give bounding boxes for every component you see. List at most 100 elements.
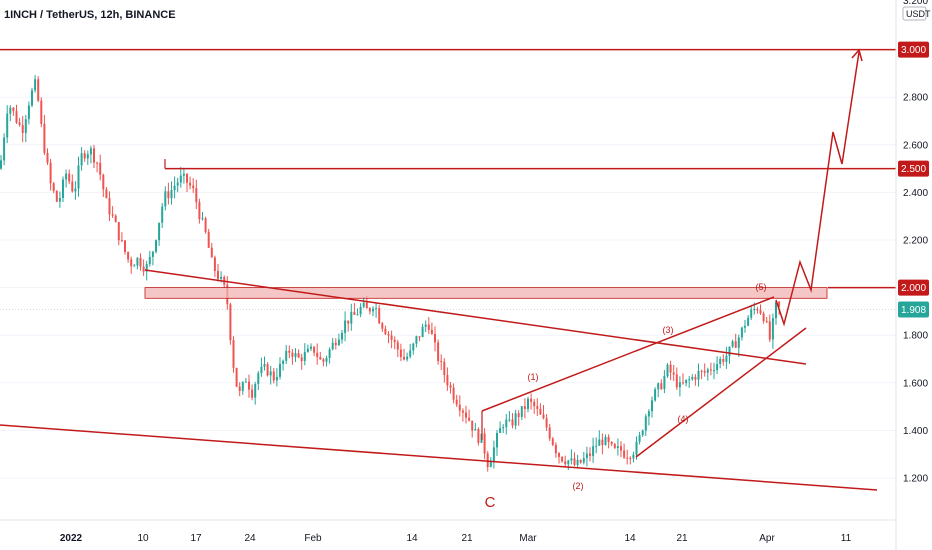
candle-body — [124, 240, 126, 252]
candle-body — [294, 353, 297, 357]
candle-body — [133, 265, 136, 267]
candle — [65, 169, 68, 188]
candle-body — [170, 190, 173, 199]
candle — [542, 405, 545, 420]
candle-body — [694, 376, 697, 380]
candle — [381, 321, 384, 332]
price-tag: 3.000 — [898, 41, 929, 58]
candle-body — [111, 214, 114, 216]
candle-body — [765, 321, 768, 323]
candle — [592, 437, 595, 463]
candle-body — [120, 240, 123, 242]
candle-body — [52, 183, 55, 191]
candle-body — [489, 461, 492, 468]
candle — [257, 371, 260, 390]
candle-body — [663, 376, 666, 390]
resistance-zone — [144, 287, 828, 299]
candle — [638, 431, 641, 445]
wave-label: (3) — [663, 325, 674, 335]
candle-body — [375, 308, 378, 310]
candle — [204, 216, 207, 234]
candle-body — [325, 358, 328, 362]
candle — [663, 370, 666, 394]
candle — [694, 374, 697, 386]
price-tick-label: 1.400 — [903, 426, 928, 437]
candle — [192, 178, 195, 193]
time-tick-label: 2022 — [60, 533, 83, 544]
candle — [582, 451, 585, 465]
candle — [756, 306, 759, 314]
candle-body — [158, 222, 161, 241]
candle — [471, 420, 474, 438]
candle — [418, 336, 421, 342]
candle-body — [530, 398, 533, 402]
candle — [682, 373, 684, 385]
candle-body — [21, 124, 24, 133]
candle-body — [533, 401, 536, 407]
candle — [179, 166, 182, 188]
candle-body — [542, 414, 545, 419]
price-tick-label: 1.600 — [903, 378, 928, 389]
candle — [117, 221, 120, 246]
candle — [46, 148, 49, 165]
candle-body — [275, 376, 278, 381]
candle-body — [520, 406, 523, 417]
candle — [623, 443, 626, 460]
candle-body — [260, 366, 263, 374]
candle — [539, 403, 542, 415]
candle-body — [486, 453, 489, 468]
candle-body — [210, 247, 213, 258]
candle-body — [31, 90, 33, 106]
candle — [403, 348, 405, 361]
candle — [390, 330, 393, 349]
candle-body — [483, 433, 486, 454]
candle — [728, 346, 731, 364]
candle — [713, 362, 715, 380]
candle-body — [620, 446, 622, 451]
candle — [133, 263, 136, 267]
candle-body — [610, 441, 613, 445]
candle — [517, 410, 520, 426]
candle — [102, 173, 105, 197]
candle — [706, 367, 709, 381]
candle — [465, 405, 467, 424]
candle-body — [629, 458, 632, 460]
candle — [744, 319, 746, 333]
candle — [6, 105, 9, 144]
candle-body — [771, 318, 774, 340]
candle — [58, 191, 61, 208]
candle — [585, 446, 588, 467]
candle — [505, 414, 508, 435]
candle-body — [548, 427, 551, 439]
candle — [427, 317, 430, 334]
candle-body — [254, 384, 257, 398]
candle — [613, 442, 616, 450]
candle — [21, 115, 24, 143]
candle-body — [477, 429, 480, 443]
candle-body — [452, 387, 455, 400]
candle — [62, 176, 64, 203]
trendline-descending — [144, 269, 807, 365]
candle — [213, 255, 216, 278]
candles — [0, 75, 781, 472]
candle-body — [300, 357, 303, 362]
candle — [266, 362, 269, 377]
candle — [567, 459, 570, 470]
candle-body — [213, 257, 216, 271]
candle — [344, 311, 347, 342]
candle-body — [647, 411, 650, 417]
candle-body — [427, 324, 430, 330]
candle-body — [238, 386, 241, 391]
candle — [514, 409, 517, 430]
candle-body — [722, 358, 725, 362]
candle — [331, 338, 334, 351]
candle — [492, 440, 495, 469]
candle — [561, 456, 564, 463]
currency-unit-box — [902, 6, 927, 21]
candle-body — [350, 311, 353, 324]
candle-body — [517, 413, 520, 417]
price-tick-label: 2.400 — [903, 188, 928, 199]
candle-body — [688, 379, 691, 381]
candle-body — [313, 346, 316, 353]
